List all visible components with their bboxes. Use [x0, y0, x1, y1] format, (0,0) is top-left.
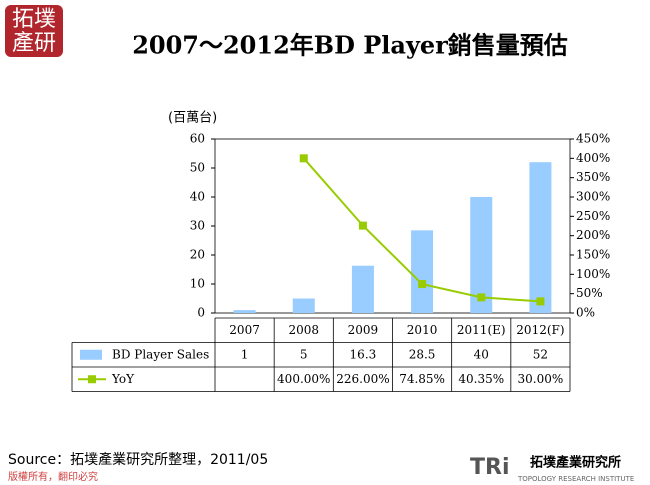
- table-value: 16.3: [350, 347, 377, 361]
- bar: [411, 230, 434, 313]
- y2-tick-label: 100%: [576, 267, 610, 281]
- point: [418, 280, 427, 289]
- table-value: 30.00%: [518, 372, 564, 386]
- table-value: 5: [300, 347, 308, 361]
- x-tick-label: 2007: [229, 323, 260, 337]
- point: [536, 297, 545, 306]
- y-tick-label: 10: [190, 277, 205, 291]
- table-value: 400.00%: [277, 372, 330, 386]
- y2-tick-label: 200%: [576, 228, 610, 242]
- y2-tick-label: 450%: [576, 132, 610, 146]
- y2-tick-label: 50%: [576, 286, 603, 300]
- legend-label: BD Player Sales: [112, 347, 209, 361]
- footer-logo-name: 拓墣產業研究所: [530, 455, 621, 471]
- legend-label: YoY: [111, 372, 135, 386]
- legend-marker: [88, 375, 96, 384]
- y-tick-label: 60: [190, 132, 205, 146]
- x-tick-label: 2008: [288, 323, 319, 337]
- copyright: 版權所有，翻印必究: [8, 470, 98, 483]
- source: Source：拓墣產業研究所整理，2011/05: [8, 451, 268, 468]
- table-value: 1: [241, 347, 249, 361]
- table-value: 28.5: [409, 347, 436, 361]
- y2-tick-label: 350%: [576, 170, 610, 184]
- logo-text: 產研: [12, 31, 56, 56]
- footer-logo-mark: TRi: [470, 455, 510, 480]
- legend-swatch: [80, 349, 102, 360]
- y-axis-label: (百萬台): [168, 111, 217, 126]
- table-value: 52: [533, 347, 548, 361]
- table-value: 226.00%: [336, 372, 389, 386]
- table-value: 40: [474, 347, 489, 361]
- y2-tick-label: 250%: [576, 209, 610, 223]
- x-tick-label: 2009: [348, 323, 379, 337]
- y2-tick-label: 150%: [576, 248, 610, 262]
- bar: [351, 265, 374, 313]
- logo-box: [5, 5, 63, 57]
- table-value: 40.35%: [458, 372, 504, 386]
- point: [358, 221, 367, 230]
- y2-tick-label: 300%: [576, 190, 610, 204]
- y-tick-label: 0: [197, 306, 205, 320]
- bar: [470, 197, 493, 313]
- x-tick-label: 2012(F): [516, 323, 564, 337]
- y-tick-label: 50: [190, 161, 205, 175]
- y-tick-label: 40: [190, 190, 205, 204]
- table-value: 74.85%: [399, 372, 445, 386]
- y-tick-label: 30: [190, 219, 205, 233]
- chart-title: 2007～2012年BD Player銷售量預估: [132, 31, 568, 60]
- x-tick-label: 2011(E): [457, 323, 506, 337]
- point: [477, 293, 486, 302]
- plot-area: [214, 138, 571, 314]
- y2-tick-label: 400%: [576, 151, 610, 165]
- bar: [529, 162, 552, 313]
- bar: [233, 310, 256, 313]
- point: [299, 154, 308, 163]
- bar: [292, 298, 315, 313]
- logo-text: 拓墣: [12, 7, 56, 32]
- y-tick-label: 20: [190, 248, 205, 262]
- footer-logo-english: TOPOLOGY RESEARCH INSTITUTE: [517, 475, 634, 483]
- x-tick-label: 2010: [407, 323, 438, 337]
- y2-tick-label: 0%: [576, 306, 595, 320]
